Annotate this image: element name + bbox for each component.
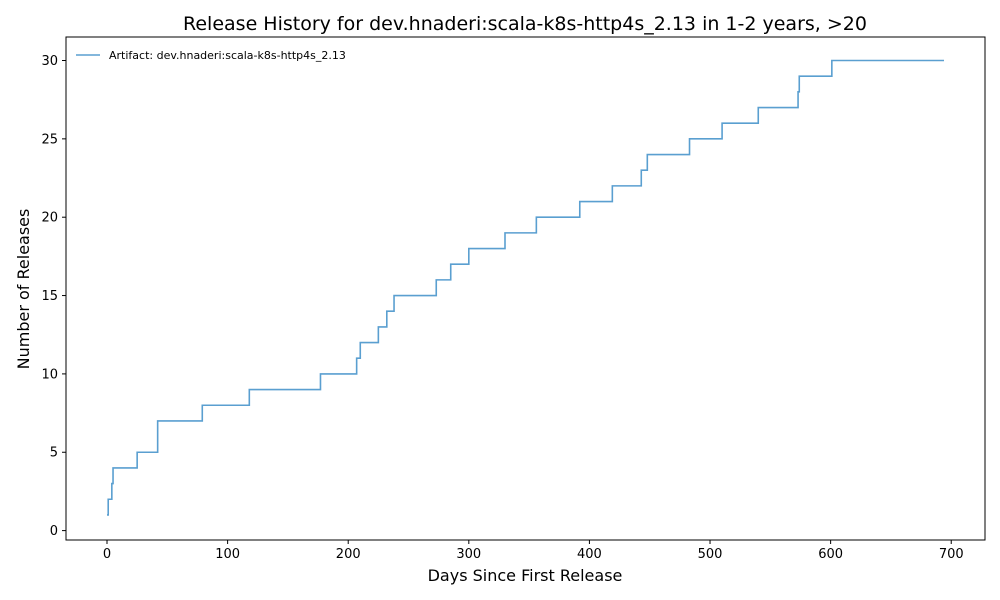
legend-label: Artifact: dev.hnaderi:scala-k8s-http4s_2… [109,49,346,62]
x-axis: 0 100 200 300 400 500 600 700 [103,540,964,562]
chart-title: Release History for dev.hnaderi:scala-k8… [183,13,867,35]
series-line [107,59,944,516]
plot-area [107,59,944,516]
y-axis: 0 5 10 15 20 25 30 [41,54,66,539]
x-tick-label: 600 [818,547,843,562]
plot-frame [65,36,986,541]
x-tick-label: 200 [336,547,361,562]
legend: Artifact: dev.hnaderi:scala-k8s-http4s_2… [76,49,346,62]
y-tick-label: 25 [41,132,58,147]
x-tick-label: 0 [103,547,111,562]
x-tick-label: 700 [939,547,964,562]
y-tick-label: 20 [41,211,58,226]
x-tick-label: 500 [698,547,723,562]
x-tick-label: 100 [215,547,240,562]
x-tick-label: 300 [456,547,481,562]
y-tick-label: 30 [41,54,58,69]
x-tick-label: 400 [577,547,602,562]
y-tick-label: 0 [50,524,58,539]
x-axis-label: Days Since First Release [428,566,623,585]
y-axis-label: Number of Releases [14,209,33,370]
y-tick-label: 15 [41,289,58,304]
y-tick-label: 10 [41,367,58,382]
y-tick-label: 5 [50,446,58,461]
